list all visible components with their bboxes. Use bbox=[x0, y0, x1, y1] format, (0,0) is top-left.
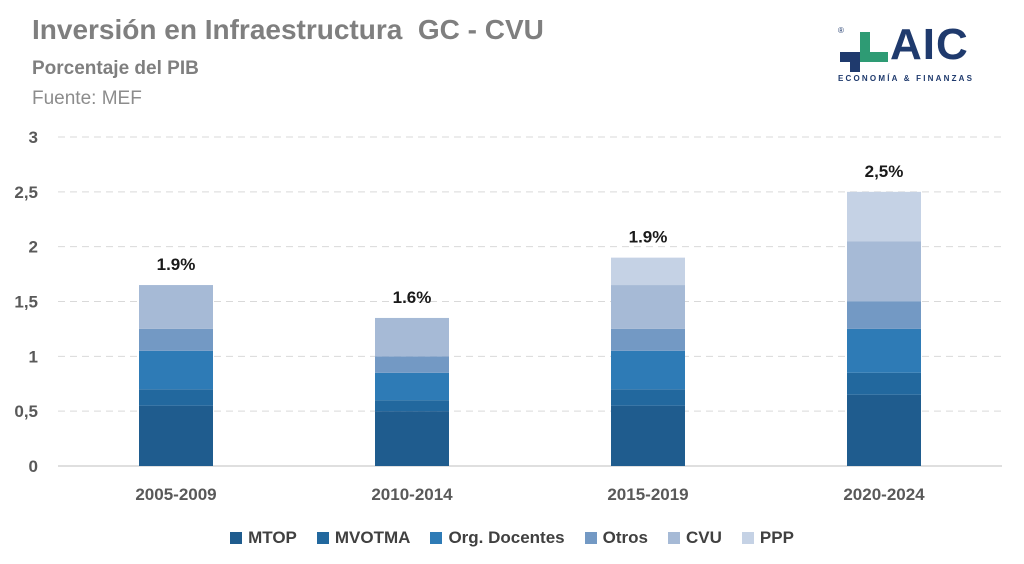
legend-swatch bbox=[667, 532, 680, 544]
y-tick-label: 0,5 bbox=[14, 402, 38, 421]
registered-mark: ® bbox=[838, 26, 844, 35]
y-axis-ticks: 0 0,5 1 1,5 2 2,5 3 bbox=[14, 128, 38, 476]
bar-segment bbox=[847, 191, 921, 242]
bar-segment bbox=[375, 317, 449, 357]
legend-swatch bbox=[230, 532, 243, 544]
chart-legend: MTOP MVOTMA Org. Docentes Otros CVU PPP bbox=[0, 528, 1024, 548]
chart-title: Inversión en Infraestructura GC - CVU bbox=[32, 14, 544, 45]
y-tick-label: 1 bbox=[29, 347, 38, 366]
legend-item: Otros bbox=[584, 528, 648, 548]
y-tick-label: 2,5 bbox=[14, 183, 38, 202]
data-label: 2,5% bbox=[865, 162, 904, 181]
bar-segment bbox=[139, 328, 213, 351]
data-label: 1.9% bbox=[629, 228, 668, 247]
bar-segment bbox=[139, 285, 213, 329]
legend-label: CVU bbox=[685, 528, 722, 547]
bar-segment bbox=[375, 356, 449, 373]
chart-subtitle: Porcentaje del PIB bbox=[32, 58, 199, 79]
legend-swatch bbox=[430, 532, 443, 544]
legend-item: MVOTMA bbox=[316, 528, 411, 548]
legend-swatch bbox=[316, 532, 329, 544]
legend-item: MTOP bbox=[230, 528, 297, 548]
bar-segment bbox=[611, 328, 685, 351]
legend-swatch bbox=[741, 532, 754, 544]
legend-item: PPP bbox=[741, 528, 794, 548]
bar-segment bbox=[375, 372, 449, 401]
logo-tagline: ECONOMÍA & FINANZAS bbox=[838, 74, 975, 83]
bar-segment bbox=[611, 350, 685, 390]
chart-source: Fuente: MEF bbox=[32, 88, 142, 109]
logo-mark-icon bbox=[840, 32, 888, 72]
bar-segment bbox=[847, 394, 921, 466]
bar-segment bbox=[611, 389, 685, 406]
grid-lines bbox=[58, 136, 1002, 467]
bar-segment bbox=[611, 285, 685, 329]
legend-label: Org. Docentes bbox=[448, 528, 565, 547]
y-tick-label: 1,5 bbox=[14, 293, 38, 312]
bar-segment bbox=[847, 241, 921, 302]
x-tick-label: 2020-2024 bbox=[843, 485, 925, 504]
x-tick-label: 2010-2014 bbox=[371, 485, 453, 504]
legend-label: PPP bbox=[759, 528, 794, 547]
bar-segment bbox=[847, 372, 921, 395]
y-tick-label: 0 bbox=[29, 457, 38, 476]
bar-segment bbox=[375, 400, 449, 412]
y-tick-label: 2 bbox=[29, 238, 38, 257]
x-tick-label: 2005-2009 bbox=[135, 485, 216, 504]
bar-segment bbox=[611, 405, 685, 466]
bar-segment bbox=[847, 301, 921, 329]
legend-swatch bbox=[584, 532, 597, 544]
bar-segment bbox=[139, 405, 213, 466]
y-tick-label: 3 bbox=[29, 128, 38, 147]
bar-segment bbox=[847, 328, 921, 373]
legend-label: MTOP bbox=[248, 528, 297, 547]
data-label: 1.6% bbox=[393, 288, 432, 307]
logo-text: AIC bbox=[890, 20, 969, 69]
bar-segment bbox=[139, 350, 213, 390]
legend-item: CVU bbox=[667, 528, 722, 548]
x-axis-ticks: 2005-2009 2010-2014 2015-2019 2020-2024 bbox=[135, 485, 925, 504]
aic-logo: ® AIC ECONOMÍA & FINANZAS bbox=[836, 20, 1006, 90]
data-label: 1.9% bbox=[157, 255, 196, 274]
legend-item: Org. Docentes bbox=[430, 528, 565, 548]
bar-chart: 0 0,5 1 1,5 2 2,5 3 1.9% 1.6% 1.9% 2,5% 2005-2009… bbox=[14, 128, 1002, 504]
legend-label: MVOTMA bbox=[334, 528, 411, 547]
bar-segment bbox=[139, 389, 213, 406]
x-tick-label: 2015-2019 bbox=[607, 485, 688, 504]
bar-segment bbox=[611, 257, 685, 286]
data-labels: 1.9% 1.6% 1.9% 2,5% bbox=[157, 162, 904, 307]
bar-segment bbox=[375, 411, 449, 466]
legend-label: Otros bbox=[602, 528, 648, 547]
bars bbox=[139, 191, 921, 466]
